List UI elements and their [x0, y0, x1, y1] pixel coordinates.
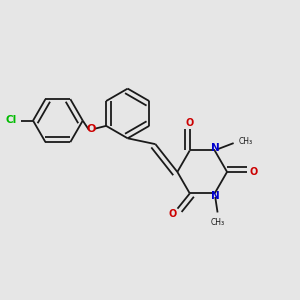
Text: O: O [87, 124, 96, 134]
Text: O: O [186, 118, 194, 128]
Text: N: N [212, 143, 220, 153]
Text: N: N [212, 191, 220, 201]
Text: CH₃: CH₃ [239, 137, 253, 146]
Text: O: O [168, 209, 176, 219]
Text: Cl: Cl [5, 115, 16, 125]
Text: CH₃: CH₃ [211, 218, 225, 227]
Text: O: O [249, 167, 257, 177]
